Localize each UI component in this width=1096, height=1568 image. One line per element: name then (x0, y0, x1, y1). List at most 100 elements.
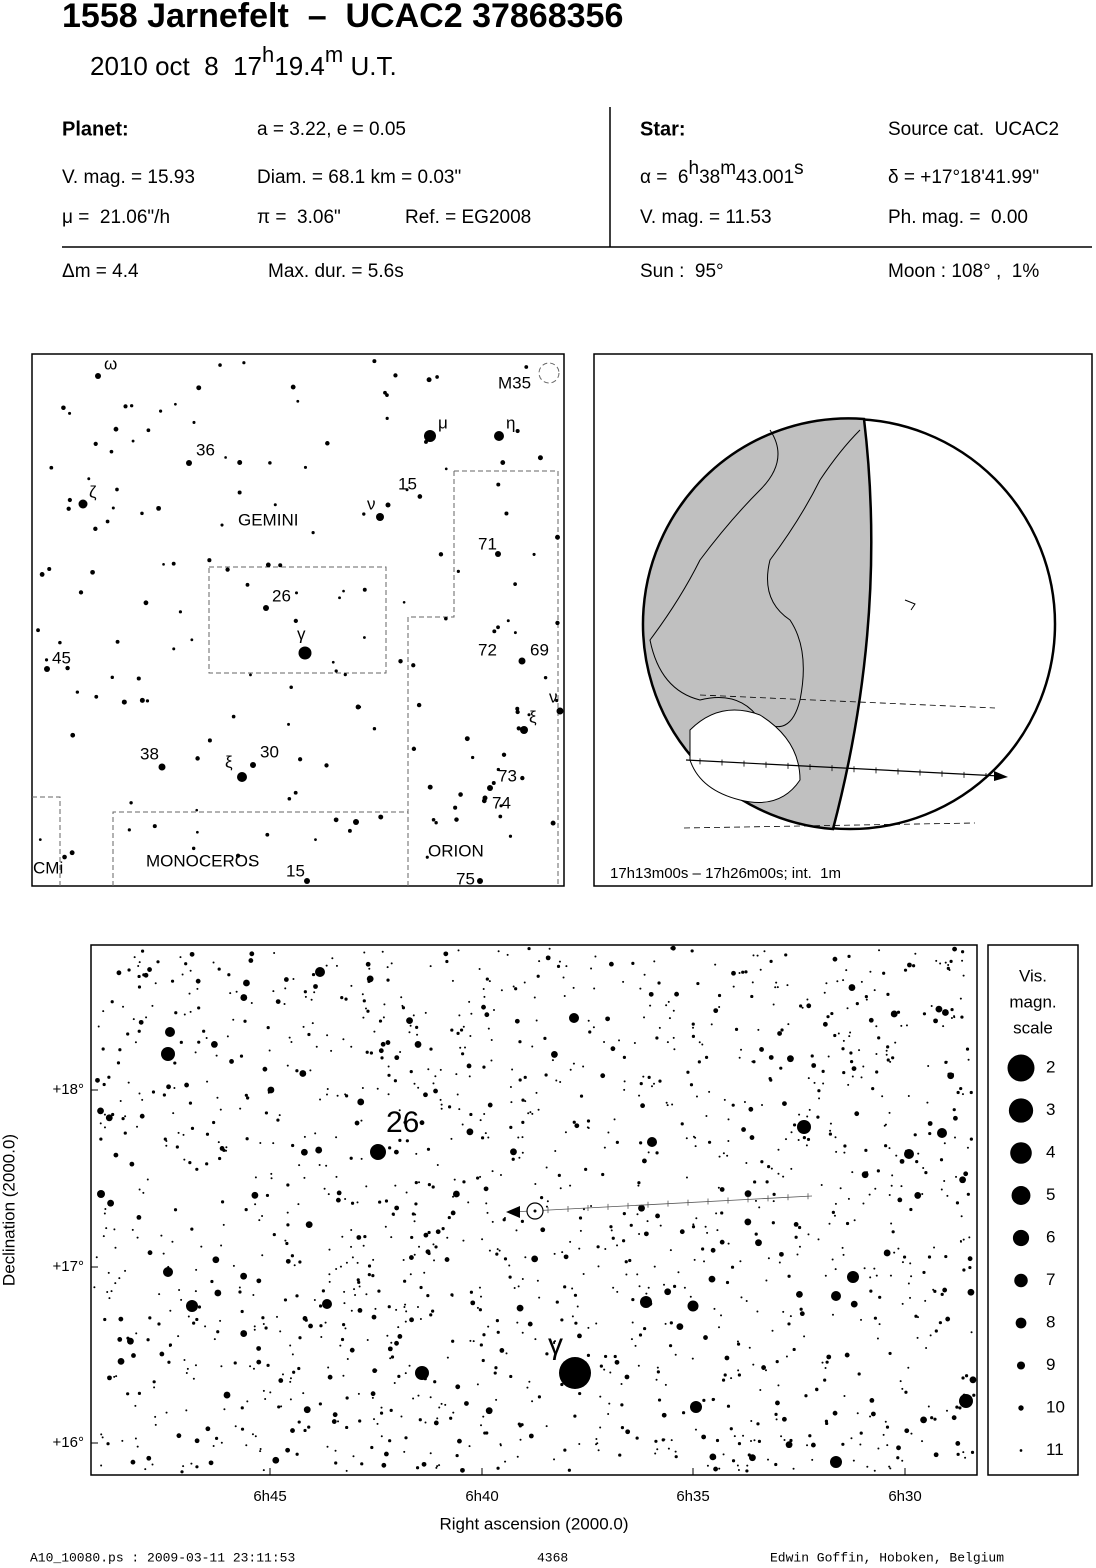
star (461, 1123, 464, 1126)
star (572, 1062, 575, 1065)
star (256, 1359, 262, 1365)
legend-dot (1007, 1054, 1035, 1082)
star (180, 1470, 184, 1474)
star (808, 1108, 811, 1111)
star (528, 1433, 534, 1439)
star (597, 1449, 600, 1452)
star (958, 1406, 962, 1410)
star (674, 1353, 677, 1356)
star (343, 673, 347, 677)
star (480, 1295, 483, 1298)
star (825, 1360, 829, 1364)
star (49, 465, 54, 470)
star (596, 1442, 599, 1445)
star (386, 978, 390, 982)
star (261, 1316, 265, 1320)
star (403, 1305, 406, 1308)
star (959, 1240, 962, 1243)
star (719, 1187, 725, 1192)
star (685, 1137, 688, 1140)
star (386, 1334, 389, 1337)
star (509, 1374, 513, 1379)
star (658, 1026, 661, 1029)
star (458, 1014, 461, 1017)
star (295, 1294, 299, 1298)
star (290, 1428, 295, 1433)
star (655, 1378, 658, 1381)
star (192, 420, 196, 424)
star (615, 1140, 619, 1144)
star (194, 1438, 200, 1444)
star (962, 1451, 965, 1454)
star (165, 1411, 168, 1414)
star (668, 1017, 671, 1020)
star (413, 1082, 416, 1085)
star (350, 984, 353, 987)
star (94, 694, 99, 699)
star (681, 1411, 686, 1415)
star (195, 808, 199, 812)
ra-s: s (794, 158, 804, 179)
star (691, 1034, 696, 1039)
star (671, 1103, 674, 1106)
star (251, 1433, 254, 1436)
bright-star (298, 646, 312, 660)
star (95, 1077, 100, 1083)
star (586, 1119, 591, 1123)
path-ticks (547, 1193, 809, 1214)
star (174, 1011, 178, 1015)
star (190, 1462, 193, 1465)
star (932, 1288, 935, 1291)
star (653, 960, 656, 963)
star (410, 1235, 414, 1240)
star (571, 1287, 574, 1290)
star (968, 1236, 971, 1239)
star (256, 1346, 262, 1351)
star (62, 854, 67, 860)
star (409, 1317, 414, 1323)
star (921, 1440, 924, 1443)
star (235, 853, 241, 858)
star (107, 1199, 115, 1207)
star (899, 1158, 905, 1164)
star (759, 1389, 762, 1392)
star (402, 600, 406, 604)
star (554, 1150, 557, 1153)
star (523, 1075, 527, 1079)
star (158, 1293, 161, 1296)
star (952, 1108, 956, 1112)
star (894, 1041, 897, 1044)
star (482, 1415, 485, 1418)
star (750, 1439, 753, 1442)
star (886, 992, 890, 996)
star (148, 1316, 152, 1320)
star (129, 801, 133, 805)
bright-star (186, 1300, 198, 1312)
bright-star (494, 431, 504, 441)
star (531, 1045, 534, 1048)
star (607, 1413, 610, 1416)
star (635, 1436, 639, 1440)
star (358, 1419, 362, 1423)
star (510, 1101, 513, 1104)
star (914, 952, 917, 955)
star (563, 1285, 567, 1289)
star (276, 1118, 280, 1122)
star (297, 757, 303, 762)
star (456, 1093, 459, 1096)
star (231, 714, 236, 719)
star (605, 1016, 611, 1022)
star (225, 567, 230, 572)
star (177, 1131, 180, 1134)
star (663, 1283, 666, 1286)
star (885, 1425, 890, 1429)
star (938, 1321, 942, 1325)
star (137, 1391, 142, 1395)
star (238, 1290, 242, 1294)
star (961, 1376, 965, 1380)
star (353, 1288, 356, 1291)
star (466, 1128, 474, 1136)
star (462, 1025, 465, 1028)
star (964, 1456, 967, 1459)
